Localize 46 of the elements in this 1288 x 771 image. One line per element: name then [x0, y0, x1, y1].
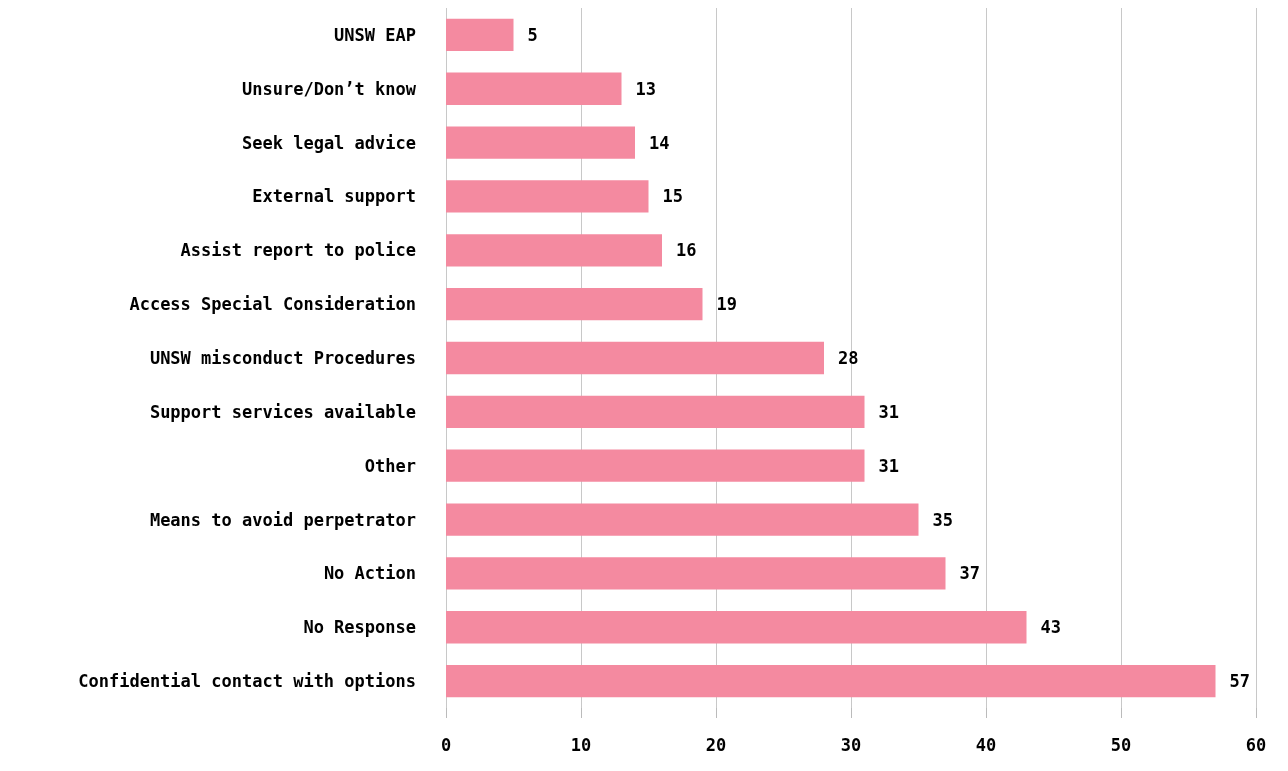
bar — [446, 611, 1027, 644]
bar — [446, 234, 662, 267]
y-tick-label: Seek legal advice — [242, 132, 416, 153]
y-tick-label: Access Special Consideration — [129, 294, 416, 315]
x-tick-label: 0 — [440, 734, 452, 755]
y-tick-label: UNSW misconduct Procedures — [149, 348, 416, 368]
data-label: 16 — [676, 240, 697, 261]
y-tick-label: Means to avoid perpetrator — [149, 509, 416, 530]
bar — [446, 126, 635, 159]
data-label: 15 — [662, 186, 683, 207]
y-tick-label: Other — [364, 455, 416, 476]
x-tick-label: 50 — [1110, 734, 1132, 755]
data-label: 31 — [878, 455, 899, 476]
y-tick-label: Unsure/Don’t know — [242, 78, 417, 99]
bar — [446, 503, 919, 536]
bar — [446, 341, 824, 375]
data-label: 13 — [635, 78, 656, 99]
bar — [446, 664, 1216, 698]
bar — [446, 395, 865, 428]
y-tick-label: UNSW EAP — [334, 24, 416, 45]
data-label: 5 — [527, 24, 538, 45]
data-label: 28 — [838, 348, 859, 368]
x-tick-label: 40 — [975, 734, 997, 755]
bar — [446, 72, 622, 105]
y-tick-label: Confidential contact with options — [78, 671, 416, 692]
bar — [446, 557, 946, 590]
data-label: 37 — [959, 563, 980, 584]
x-tick-label: 10 — [570, 734, 592, 755]
data-label: 19 — [716, 294, 737, 315]
y-tick-label: Support services available — [149, 401, 416, 422]
x-tick-label: 60 — [1245, 734, 1267, 755]
bar — [446, 449, 865, 482]
data-label: 35 — [932, 509, 953, 530]
data-label: 31 — [878, 401, 899, 422]
data-label: 14 — [649, 132, 670, 153]
bar — [446, 288, 703, 321]
data-label: 57 — [1229, 671, 1250, 692]
y-tick-label: No Action — [323, 563, 416, 584]
bar — [446, 180, 649, 213]
bar — [446, 18, 514, 52]
x-tick-label: 20 — [705, 734, 727, 755]
y-tick-label: Assist report to police — [180, 240, 416, 261]
x-tick-label: 30 — [840, 734, 862, 755]
data-label: 43 — [1040, 617, 1061, 638]
y-tick-label: No Response — [303, 617, 416, 638]
y-tick-label: External support — [252, 186, 416, 207]
